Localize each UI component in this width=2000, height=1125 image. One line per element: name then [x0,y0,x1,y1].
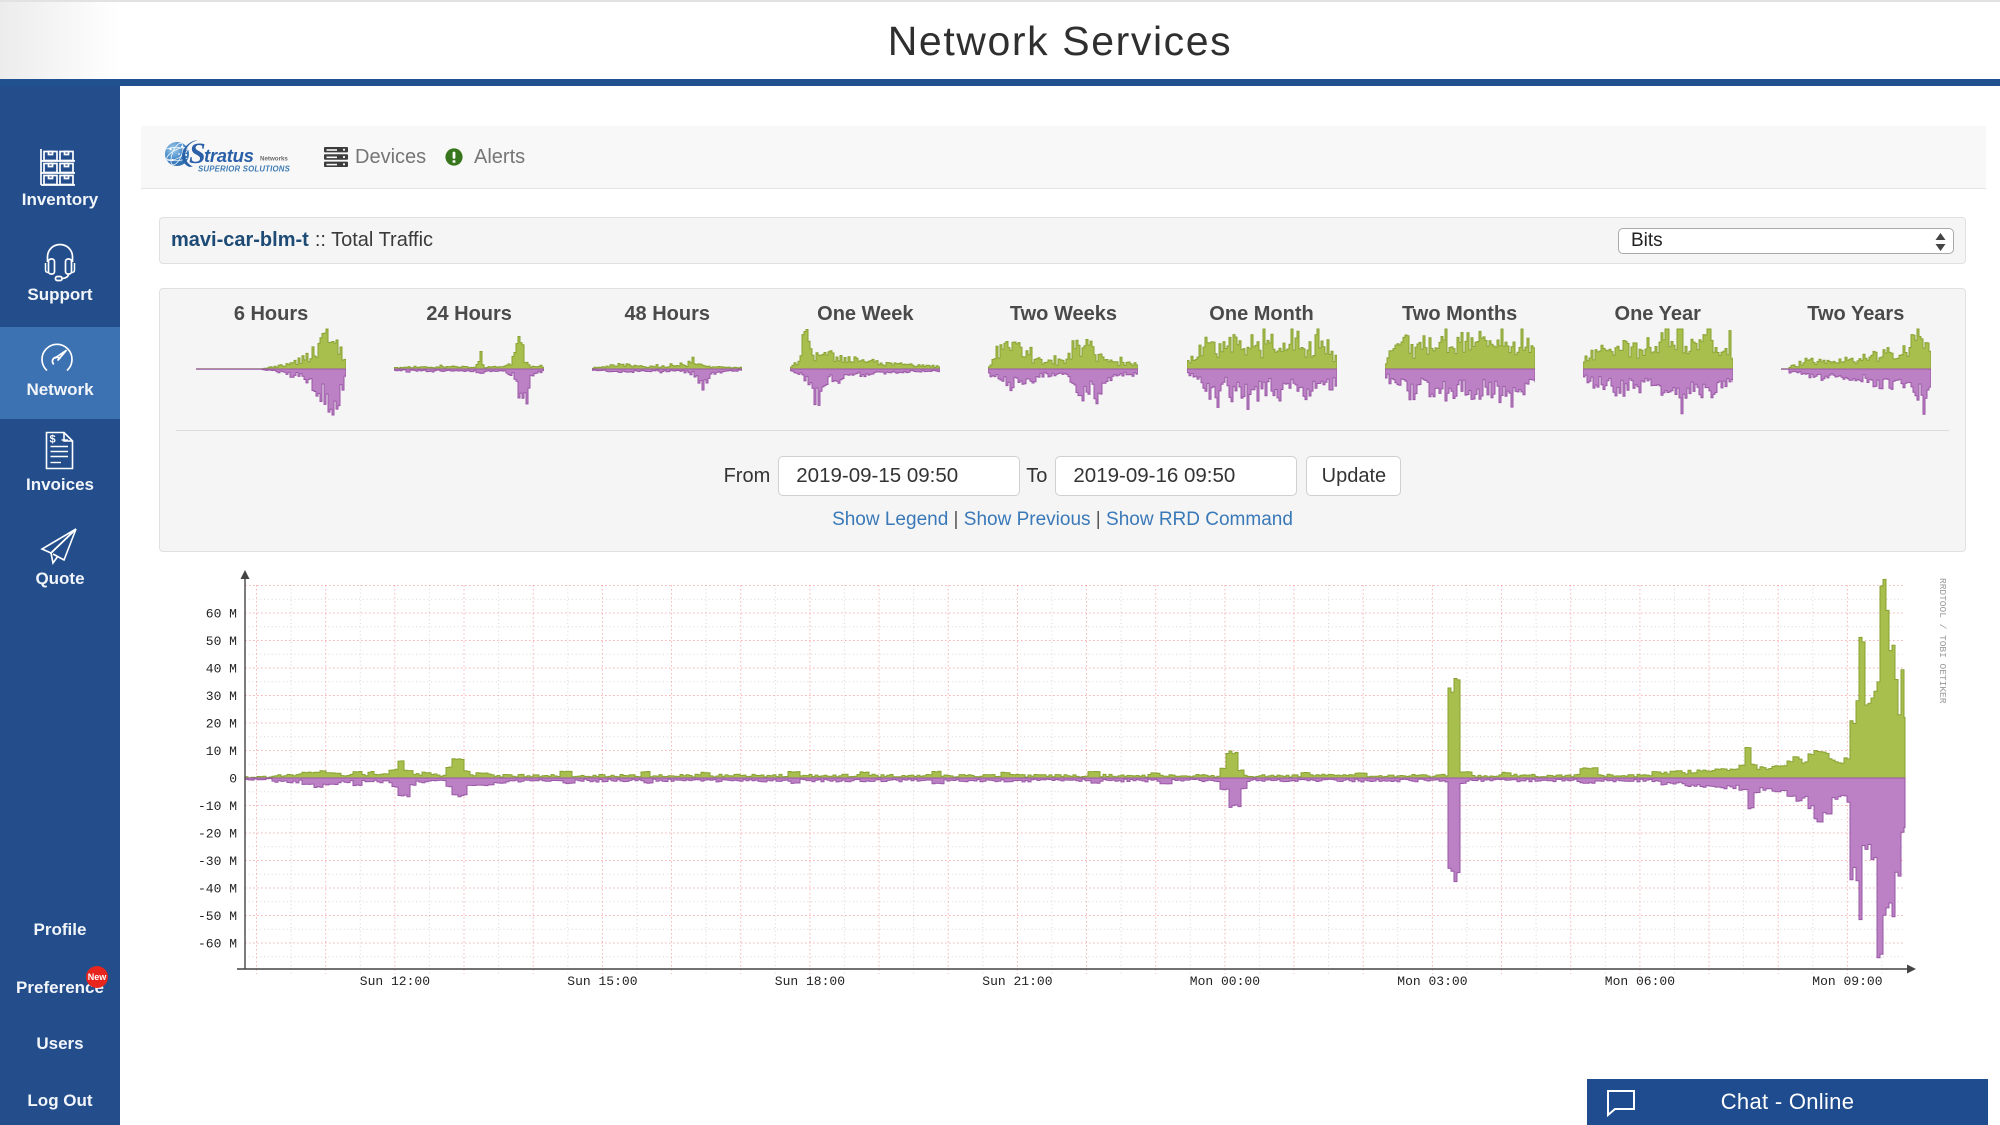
svg-text:-50 M: -50 M [198,909,237,924]
svg-text:Sun 12:00: Sun 12:00 [360,974,430,989]
svg-text:-30 M: -30 M [198,854,237,869]
svg-text:30 M: 30 M [206,689,237,704]
svg-text:50 M: 50 M [206,634,237,649]
svg-text:S: S [189,137,206,170]
svg-text:Mon 09:00: Mon 09:00 [1812,974,1882,989]
svg-text:60 M: 60 M [206,607,237,622]
svg-text:SUPERIOR SOLUTIONS: SUPERIOR SOLUTIONS [198,165,290,174]
svg-text:-60 M: -60 M [198,937,237,952]
svg-text:Mon 06:00: Mon 06:00 [1605,974,1675,989]
svg-text:RRDTOOL / TOBI OETIKER: RRDTOOL / TOBI OETIKER [1937,578,1948,704]
svg-text:Sun 21:00: Sun 21:00 [982,974,1052,989]
svg-text:$: $ [50,434,56,446]
svg-text:Networks: Networks [260,156,288,163]
svg-text:-40 M: -40 M [198,882,237,897]
svg-text:Sun 15:00: Sun 15:00 [567,974,637,989]
svg-text:tratus: tratus [204,145,254,166]
svg-text:-10 M: -10 M [198,799,237,814]
svg-text:Sun 18:00: Sun 18:00 [775,974,845,989]
svg-text:Mon 03:00: Mon 03:00 [1397,974,1467,989]
svg-text:10 M: 10 M [206,744,237,759]
svg-text:Mon 00:00: Mon 00:00 [1190,974,1260,989]
svg-text:0: 0 [229,772,237,787]
svg-text:20 M: 20 M [206,717,237,732]
svg-text:40 M: 40 M [206,662,237,677]
svg-text:-20 M: -20 M [198,827,237,842]
